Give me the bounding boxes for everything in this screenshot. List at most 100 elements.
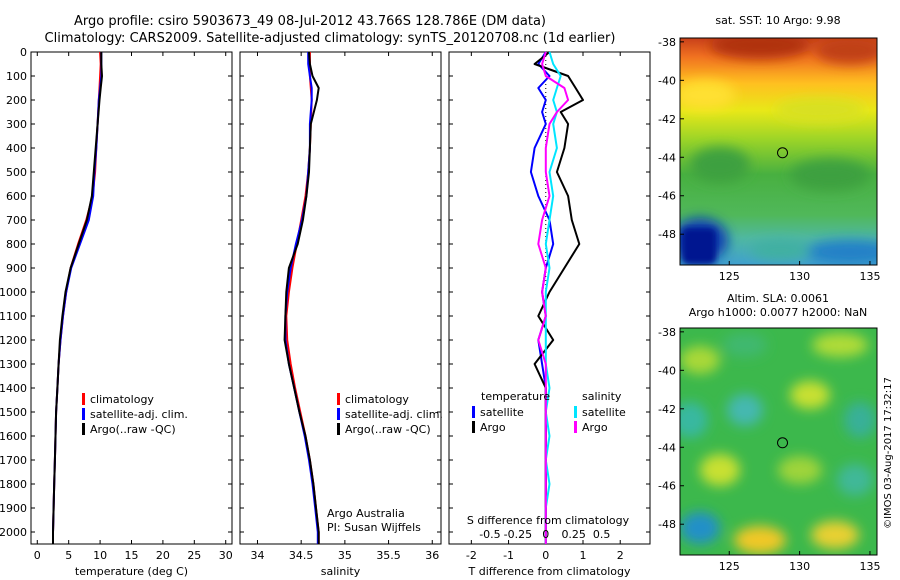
y-tick-label: 1800	[0, 478, 27, 491]
salinity-panel: 34 34.5 35 35.5 36 salinity climatology satelli…	[239, 51, 443, 578]
y-tick-label: 700	[6, 214, 27, 227]
map-y-tick-label: -46	[658, 190, 676, 203]
legend-swatch-satellite	[82, 408, 85, 420]
legend-title-temperature: temperature	[481, 390, 550, 403]
y-tick-label: 2000	[0, 526, 27, 539]
y-tick-label: 1000	[0, 286, 27, 299]
x-tick-label: 10	[93, 549, 107, 562]
y-tick-label: 1500	[0, 406, 27, 419]
x-tick-label: 1	[580, 549, 587, 562]
y-tick-label: 100	[6, 70, 27, 83]
y-tick-label: 1600	[0, 430, 27, 443]
y-tick-label: 1900	[0, 502, 27, 515]
plot-frame	[30, 51, 233, 545]
plot-frame	[239, 51, 442, 545]
sla-map-axes: 125 130 135 -38 -40 -42 -44 -46 -48	[658, 326, 880, 573]
x-tick-label: 2	[617, 549, 624, 562]
s-tick-label: 0.5	[593, 528, 611, 541]
map-x-tick-label: 125	[719, 560, 740, 573]
x-tick-label: 35	[338, 549, 352, 562]
legend-entry: satellite-adj. clim.	[345, 408, 443, 421]
y-tick-label: 400	[6, 142, 27, 155]
legend-swatch-satellite	[337, 408, 340, 420]
x-tick-label: 15	[125, 549, 139, 562]
y-tick-label: 1400	[0, 382, 27, 395]
x-tick-label: 0	[542, 549, 549, 562]
legend-swatch-climatology	[337, 393, 340, 405]
map-y-tick-label: -48	[658, 518, 676, 531]
header-line-1: Argo profile: csiro 5903673_49 08-Jul-20…	[74, 14, 546, 29]
legend-swatch-t-satellite	[472, 406, 475, 418]
sla-argo-position-marker	[777, 437, 789, 449]
x-tick-label: -2	[466, 549, 477, 562]
map-y-tick-label: -42	[658, 403, 676, 416]
plot-frame	[448, 51, 651, 545]
series-line-argo	[52, 52, 103, 544]
legend-entry: climatology	[345, 393, 409, 406]
y-tick-label: 0	[20, 46, 27, 59]
x-tick-label: 30	[219, 549, 233, 562]
legend-swatch-argo	[337, 423, 340, 435]
s-tick-label: -0.25	[504, 528, 532, 541]
sst-map-axes: 125 130 135 -38 -40 -42 -44 -46 -48	[658, 36, 880, 283]
legend-entry-s: satellite	[582, 406, 626, 419]
x-axis-label: T difference from climatology	[468, 565, 631, 578]
legend-swatch-argo	[82, 423, 85, 435]
x-axis-label: temperature (deg C)	[75, 565, 188, 578]
x-tick-label: 25	[187, 549, 201, 562]
series-line-argo	[283, 51, 320, 544]
x-tick-label: 35.5	[376, 549, 401, 562]
sla-map-field	[680, 328, 877, 555]
legend-entry-s: Argo	[582, 421, 608, 434]
s-tick-label: 0.25	[561, 528, 586, 541]
legend-entry-t: satellite	[480, 406, 524, 419]
legend-entry-t: Argo	[480, 421, 506, 434]
s-tick-label: 0	[542, 528, 549, 541]
y-tick-label: 200	[6, 94, 27, 107]
legend-swatch-s-sal_argo	[574, 421, 577, 433]
legend-entry: satellite-adj. clim.	[90, 408, 188, 421]
map-y-tick-label: -40	[658, 74, 676, 87]
sst-map-title: sat. SST: 10 Argo: 9.98	[715, 14, 840, 27]
y-tick-label: 1700	[0, 454, 27, 467]
difference-panel: -2 -1 0 1 2 T difference from climatology -0.5…	[448, 51, 651, 578]
sla-map-title: Altim. SLA: 0.0061	[727, 292, 829, 305]
sla-map-subtitle: Argo h1000: 0.0077 h2000: NaN	[689, 306, 868, 319]
x-axis-label: salinity	[321, 565, 361, 578]
sla-map-panel: Altim. SLA: 0.0061 Argo h1000: 0.0077 h2…	[658, 292, 880, 573]
map-y-tick-label: -38	[658, 326, 676, 339]
sst-map-panel: sat. SST: 10 Argo: 9.98 125 130 135-38-4	[658, 14, 880, 283]
legend-swatch-t-argo	[472, 421, 475, 433]
legend-title-salinity: salinity	[582, 390, 622, 403]
series-line-sal_argo	[537, 51, 570, 544]
pi-label: PI: Susan Wijffels	[327, 521, 421, 534]
map-y-tick-label: -38	[658, 36, 676, 49]
y-tick-label: 1300	[0, 358, 27, 371]
map-y-tick-label: -48	[658, 228, 676, 241]
x-tick-label: 20	[156, 549, 170, 562]
header-line-2: Climatology: CARS2009. Satellite-adjuste…	[45, 31, 616, 46]
map-x-tick-label: 130	[789, 270, 810, 283]
legend-swatch-climatology	[82, 393, 85, 405]
map-x-tick-label: 135	[859, 560, 880, 573]
x-tick-label: -1	[503, 549, 514, 562]
map-x-tick-label: 130	[789, 560, 810, 573]
y-tick-label: 900	[6, 262, 27, 275]
legend-entry: Argo(..raw -QC)	[345, 423, 431, 436]
s-tick-label: -0.5	[479, 528, 500, 541]
map-y-tick-label: -44	[658, 151, 676, 164]
y-tick-label: 500	[6, 166, 27, 179]
sst-map-field	[680, 38, 877, 265]
map-y-tick-label: -46	[658, 480, 676, 493]
sst-argo-position-marker	[777, 147, 789, 159]
map-y-tick-label: -40	[658, 364, 676, 377]
x-tick-label: 34	[250, 549, 264, 562]
y-tick-label: 600	[6, 190, 27, 203]
x-tick-label: 34.5	[289, 549, 314, 562]
y-tick-label: 1200	[0, 334, 27, 347]
x-tick-label: 0	[34, 549, 41, 562]
map-x-tick-label: 125	[719, 270, 740, 283]
s-axis-label: S difference from climatology	[467, 514, 630, 527]
